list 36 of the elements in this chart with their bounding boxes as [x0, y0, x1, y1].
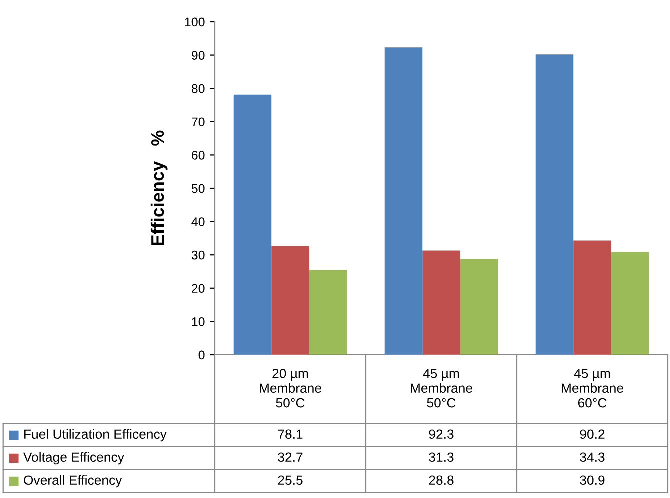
- data-label: 25.5: [278, 476, 303, 486]
- bar: [384, 48, 423, 355]
- bar: [422, 250, 460, 355]
- y-tick-label: 20: [192, 284, 205, 294]
- data-label: 90.2: [580, 430, 605, 440]
- data-label: 92.3: [429, 430, 454, 440]
- legend-label: Voltage Efficency: [24, 452, 124, 465]
- y-tick-label: 90: [192, 51, 205, 60]
- bar: [272, 246, 310, 355]
- y-tick-label: 10: [192, 318, 205, 326]
- y-tick-label: 30: [192, 250, 205, 260]
- legend-label: Fuel Utilization Efficency: [24, 429, 167, 442]
- data-label: 34.3: [580, 452, 605, 462]
- data-label: 30.9: [580, 476, 605, 486]
- y-axis-title: Efficiency %: [150, 130, 168, 246]
- y-tick-label: 50: [192, 184, 205, 194]
- data-label: 28.8: [429, 476, 454, 486]
- legend-label: Overall Efficency: [24, 475, 122, 488]
- x-tick-label: 45 µm Membrane 60°C: [562, 369, 624, 408]
- bar: [234, 94, 272, 355]
- bar: [309, 270, 348, 355]
- y-tick-label: 100: [185, 18, 205, 27]
- bar: [460, 259, 498, 355]
- bar: [574, 240, 612, 355]
- data-label: 31.3: [429, 452, 454, 462]
- bar: [611, 252, 650, 355]
- bar: [536, 54, 574, 355]
- data-label: 32.7: [278, 452, 303, 462]
- x-tick-label: 45 µm Membrane 50°C: [411, 369, 472, 408]
- y-tick-label: 70: [192, 118, 205, 127]
- x-tick-label: 20 µm Membrane 50°C: [260, 369, 322, 408]
- y-tick-label: 80: [192, 84, 205, 94]
- y-tick-label: 0: [198, 350, 205, 360]
- y-tick-label: 60: [192, 151, 205, 160]
- y-tick-label: 40: [192, 218, 205, 226]
- data-label: 78.1: [278, 430, 303, 440]
